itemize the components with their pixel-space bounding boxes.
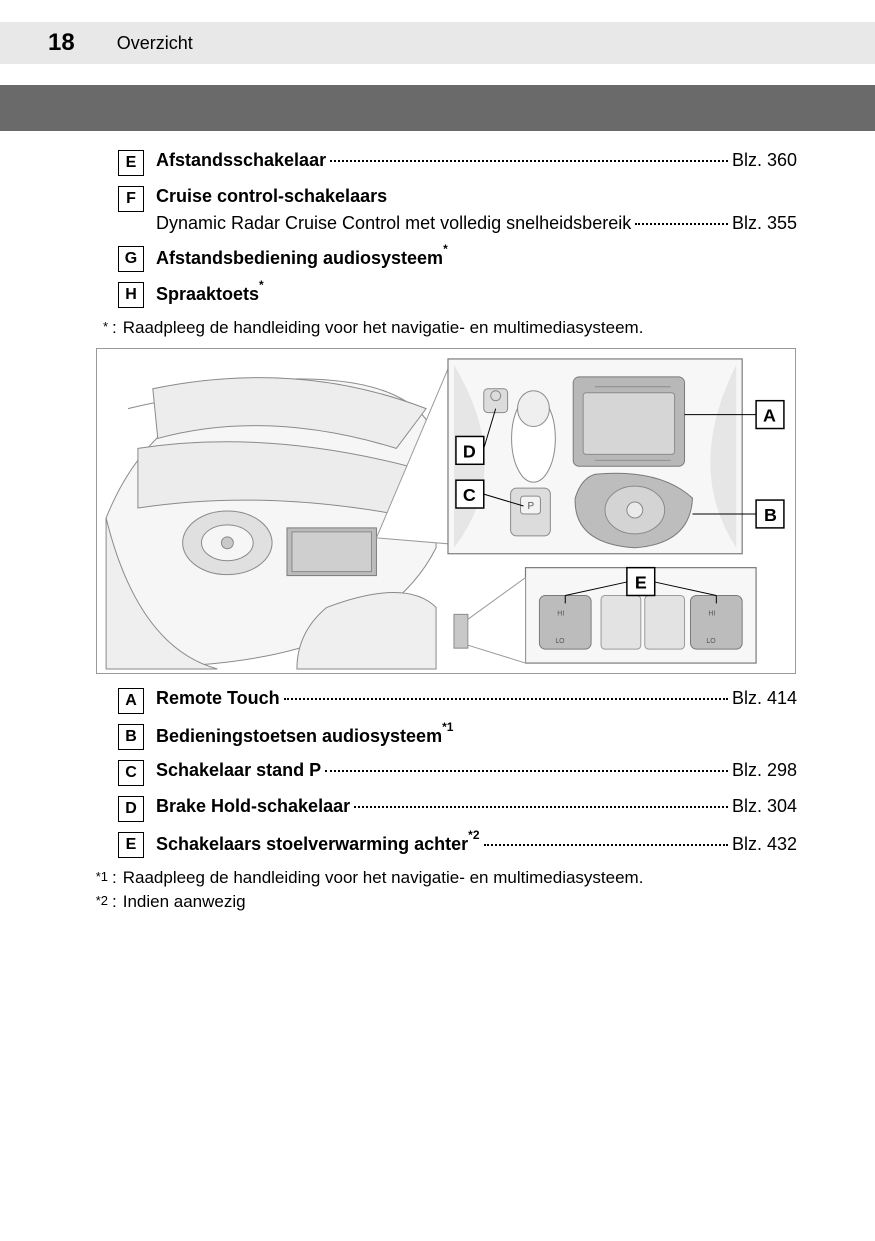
entry-subtext: Dynamic Radar Cruise Control met volledi…	[156, 213, 631, 234]
badge-letter: E	[118, 150, 144, 176]
footnote-text: Raadpleeg de handleiding voor het naviga…	[123, 318, 644, 338]
callout-d: D	[463, 441, 476, 461]
entry-title: Schakelaar stand P	[156, 760, 321, 781]
badge-letter: C	[118, 760, 144, 786]
badge-letter: B	[118, 724, 144, 750]
footnote-marker: *2	[88, 893, 108, 912]
entry-title-text: Bedieningstoetsen audiosysteem	[156, 726, 442, 746]
page-ref: Blz. 432	[732, 834, 797, 855]
footnote-block: *: Raadpleeg de handleiding voor het nav…	[88, 318, 797, 338]
footnote-colon: :	[112, 892, 117, 912]
leader-dots	[354, 806, 728, 808]
page: 18 Overzicht E Afstandsschakelaar Blz. 3…	[0, 0, 875, 1241]
diagram-svg: P	[97, 349, 795, 673]
badge-letter: D	[118, 796, 144, 822]
callout-e: E	[635, 573, 647, 593]
content: E Afstandsschakelaar Blz. 360 F Cruise c…	[0, 150, 875, 916]
page-number: 18	[48, 29, 75, 57]
svg-text:HI: HI	[557, 610, 564, 617]
footnote-marker: *1	[88, 869, 108, 888]
footnote-marker: *	[88, 319, 108, 338]
entry-sup: *1	[442, 720, 453, 734]
footnote-text: Indien aanwezig	[123, 892, 246, 912]
entry-title: Spraaktoets*	[156, 282, 264, 305]
entry-title: Brake Hold-schakelaar	[156, 796, 350, 817]
page-ref: Blz. 304	[732, 796, 797, 817]
header-bar: 18 Overzicht	[0, 22, 875, 64]
footnote: *: Raadpleeg de handleiding voor het nav…	[88, 318, 797, 338]
leader-dots	[484, 844, 728, 846]
badge-letter: A	[118, 688, 144, 714]
entry-title: Cruise control-schakelaars	[156, 186, 387, 207]
footnote: *2: Indien aanwezig	[88, 892, 797, 912]
entry-title-text: Schakelaars stoelverwarming achter	[156, 834, 468, 854]
leader-dots	[325, 770, 728, 772]
entry-a2: A Remote Touch Blz. 414	[118, 688, 797, 714]
svg-text:P: P	[527, 501, 534, 512]
badge-letter: E	[118, 832, 144, 858]
page-ref: Blz. 360	[732, 150, 797, 171]
footnote-block-2: *1: Raadpleeg de handleiding voor het na…	[88, 868, 797, 912]
entry-f: F Cruise control-schakelaars Dynamic Rad…	[118, 186, 797, 236]
entry-sup: *	[443, 242, 448, 256]
leader-dots	[330, 160, 728, 162]
badge-letter: H	[118, 282, 144, 308]
badge-letter: G	[118, 246, 144, 272]
entry-b2: B Bedieningstoetsen audiosysteem*1	[118, 724, 797, 750]
callout-a: A	[763, 406, 776, 426]
diagram-illustration: P	[96, 348, 796, 674]
section-band	[0, 85, 875, 131]
page-ref: Blz. 355	[732, 213, 797, 234]
page-ref: Blz. 298	[732, 760, 797, 781]
header-title: Overzicht	[117, 33, 193, 54]
entry-e2: E Schakelaars stoelverwarming achter*2 B…	[118, 832, 797, 858]
entry-title: Bedieningstoetsen audiosysteem*1	[156, 724, 453, 747]
entry-e: E Afstandsschakelaar Blz. 360	[118, 150, 797, 176]
entry-title: Remote Touch	[156, 688, 280, 709]
entry-title-text: Afstandsbediening audiosysteem	[156, 248, 443, 268]
entry-title: Schakelaars stoelverwarming achter*2	[156, 832, 480, 855]
page-ref: Blz. 414	[732, 688, 797, 709]
callout-c: C	[463, 485, 476, 505]
svg-text:HI: HI	[708, 610, 715, 617]
entry-sup: *2	[468, 828, 479, 842]
entry-title-text: Spraaktoets	[156, 284, 259, 304]
entry-g: G Afstandsbediening audiosysteem*	[118, 246, 797, 272]
entry-h: H Spraaktoets*	[118, 282, 797, 308]
entry-sup: *	[259, 278, 264, 292]
svg-text:LO: LO	[555, 638, 565, 645]
callout-b: B	[764, 505, 777, 525]
leader-dots	[284, 698, 728, 700]
entry-title: Afstandsschakelaar	[156, 150, 326, 171]
lower-list: A Remote Touch Blz. 414 B	[118, 688, 797, 858]
leader-dots	[635, 223, 728, 225]
entry-c2: C Schakelaar stand P Blz. 298	[118, 760, 797, 786]
badge-letter: F	[118, 186, 144, 212]
footnote-text: Raadpleeg de handleiding voor het naviga…	[123, 868, 644, 888]
footnote: *1: Raadpleeg de handleiding voor het na…	[88, 868, 797, 888]
svg-text:LO: LO	[706, 638, 716, 645]
footnote-colon: :	[112, 318, 117, 338]
footnote-colon: :	[112, 868, 117, 888]
entry-title: Afstandsbediening audiosysteem*	[156, 246, 448, 269]
entry-d2: D Brake Hold-schakelaar Blz. 304	[118, 796, 797, 822]
